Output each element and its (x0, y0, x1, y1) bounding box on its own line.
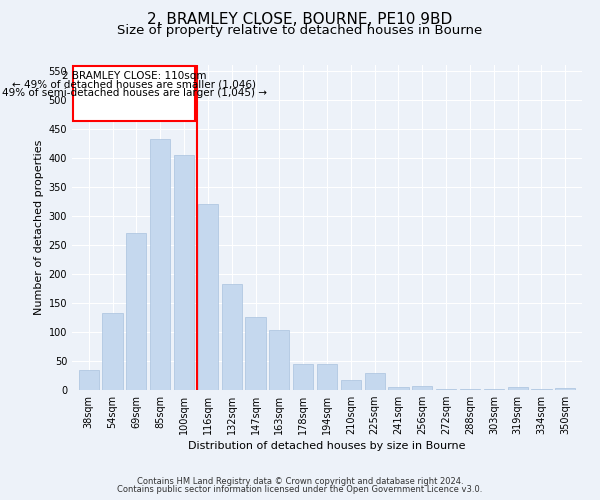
Bar (245, 318, 266, 390)
Text: Contains public sector information licensed under the Open Government Licence v3: Contains public sector information licen… (118, 485, 482, 494)
Bar (174, 155, 194, 390)
Bar (103, 314, 122, 390)
Bar (508, 387, 528, 390)
Bar (293, 364, 313, 390)
Bar (341, 380, 361, 390)
Bar (79, 370, 99, 390)
Text: 2, BRAMLEY CLOSE, BOURNE, PE10 9BD: 2, BRAMLEY CLOSE, BOURNE, PE10 9BD (148, 12, 452, 28)
Bar (269, 330, 289, 390)
Text: Contains HM Land Registry data © Crown copyright and database right 2024.: Contains HM Land Registry data © Crown c… (137, 478, 463, 486)
Y-axis label: Number of detached properties: Number of detached properties (34, 140, 44, 315)
Text: 49% of semi-detached houses are larger (1,045) →: 49% of semi-detached houses are larger (… (2, 88, 267, 98)
Bar (198, 204, 218, 390)
Bar (412, 386, 433, 390)
X-axis label: Distribution of detached houses by size in Bourne: Distribution of detached houses by size … (188, 442, 466, 452)
Bar (436, 389, 456, 390)
Bar (126, 234, 146, 390)
Text: 2 BRAMLEY CLOSE: 110sqm: 2 BRAMLEY CLOSE: 110sqm (62, 71, 206, 81)
Bar (150, 140, 170, 390)
Bar (317, 364, 337, 390)
FancyBboxPatch shape (73, 66, 195, 122)
Bar (221, 284, 242, 390)
Text: ← 49% of detached houses are smaller (1,046): ← 49% of detached houses are smaller (1,… (12, 80, 256, 90)
Bar (388, 387, 409, 390)
Bar (365, 372, 385, 390)
Bar (555, 388, 575, 390)
Text: Size of property relative to detached houses in Bourne: Size of property relative to detached ho… (118, 24, 482, 37)
